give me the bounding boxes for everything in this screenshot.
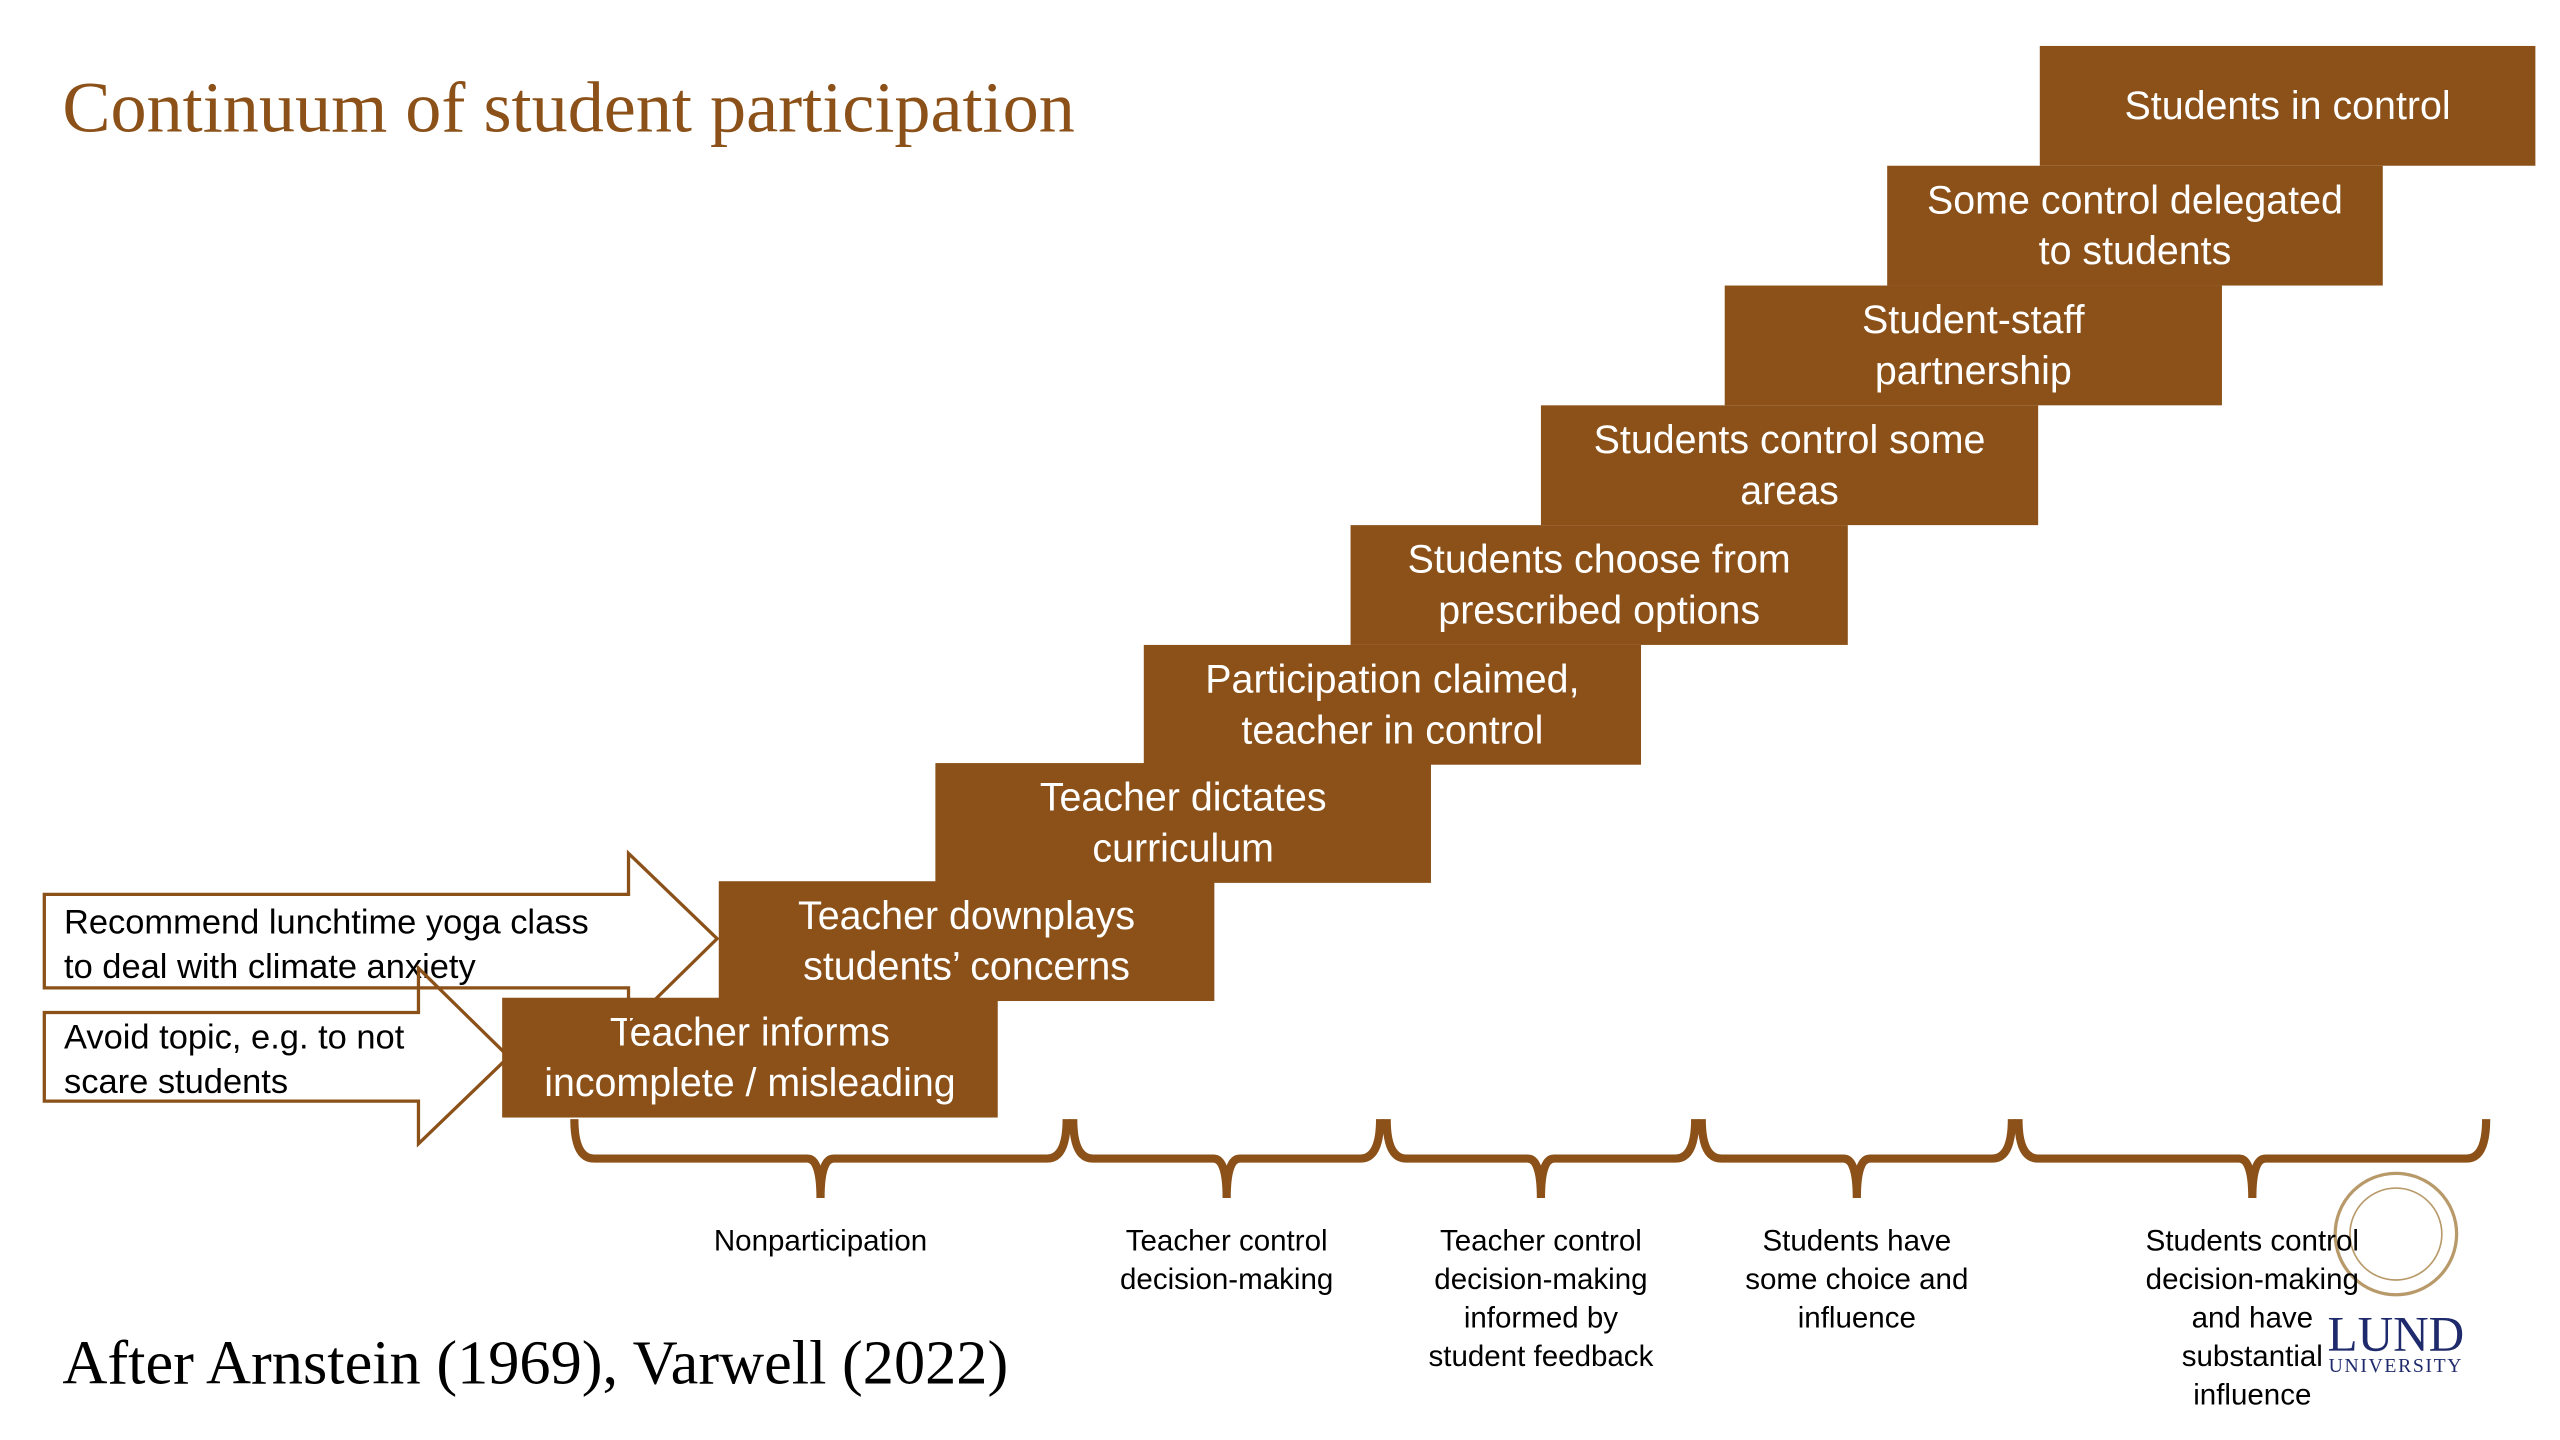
step-label: Some control delegated [1927, 178, 2343, 222]
group-label: decision-making [1434, 1263, 1647, 1296]
arrow-label: scare students [64, 1063, 288, 1101]
step-box [935, 763, 1431, 883]
logo-sub: UNIVERSITY [2329, 1355, 2464, 1377]
step-label: Students control some [1594, 418, 1986, 462]
step-box [1540, 405, 2039, 526]
step-box [2039, 45, 2536, 166]
step-label: Students in control [2125, 84, 2451, 128]
step-label: incomplete / misleading [544, 1061, 955, 1105]
step-label: prescribed options [1438, 589, 1760, 633]
step-label: curriculum [1092, 827, 1274, 871]
group-label: influence [2193, 1379, 2311, 1412]
step-label: areas [1740, 469, 1839, 513]
arrow [42, 849, 720, 1030]
bracket [1382, 1119, 1700, 1198]
step-label: Students choose from [1408, 538, 1791, 582]
arrow-label: Recommend lunchtime yoga class [64, 904, 589, 942]
logo-seal-inner [2349, 1187, 2443, 1281]
step-label: to students [2039, 229, 2232, 273]
bracket [1697, 1119, 2016, 1198]
group-label: Teacher control [1126, 1224, 1328, 1257]
group-label: Teacher control [1440, 1224, 1642, 1257]
group-label: decision-making [1120, 1263, 1333, 1296]
logo-name: LUND [2328, 1307, 2465, 1362]
group-label: student feedback [1429, 1340, 1654, 1373]
group-label: some choice and [1745, 1263, 1968, 1296]
arrow-label: to deal with climate anxiety [64, 948, 476, 986]
group-label: influence [1798, 1302, 1916, 1335]
group-label: Nonparticipation [714, 1224, 927, 1257]
step-box [1724, 285, 2222, 406]
group-label: informed by [1464, 1302, 1618, 1335]
bracket [570, 1119, 1071, 1198]
bracket [2014, 1119, 2491, 1198]
group-label: Students have [1762, 1224, 1951, 1257]
step-box [718, 881, 1215, 1002]
arrow-label: Avoid topic, e.g. to not [64, 1019, 405, 1057]
group-label: and have [2192, 1302, 2313, 1335]
step-label: partnership [1875, 349, 2072, 393]
step-label: Teacher informs [610, 1010, 890, 1054]
step-label: Student-staff [1862, 298, 2085, 342]
group-label: Students control [2146, 1224, 2359, 1257]
group-label: decision-making [2146, 1263, 2359, 1296]
step-label: Teacher downplays [798, 894, 1135, 938]
logo: LUND UNIVERSITY [2328, 1171, 2465, 1377]
step-box [1143, 644, 1642, 765]
bracket [1069, 1119, 1385, 1198]
step-box [502, 997, 998, 1118]
step-label: Teacher dictates [1040, 776, 1327, 820]
arrow [42, 964, 512, 1148]
title: Continuum of student participation [62, 67, 1075, 147]
logo-seal [2333, 1171, 2459, 1297]
step-label: students’ concerns [803, 945, 1130, 989]
step-label: Participation claimed, [1205, 658, 1579, 702]
group-label: substantial [2182, 1340, 2323, 1373]
step-label: teacher in control [1241, 708, 1543, 752]
step-box [1350, 525, 1848, 645]
citation: After Arnstein (1969), Varwell (2022) [62, 1328, 1008, 1397]
step-box [1887, 165, 2383, 286]
